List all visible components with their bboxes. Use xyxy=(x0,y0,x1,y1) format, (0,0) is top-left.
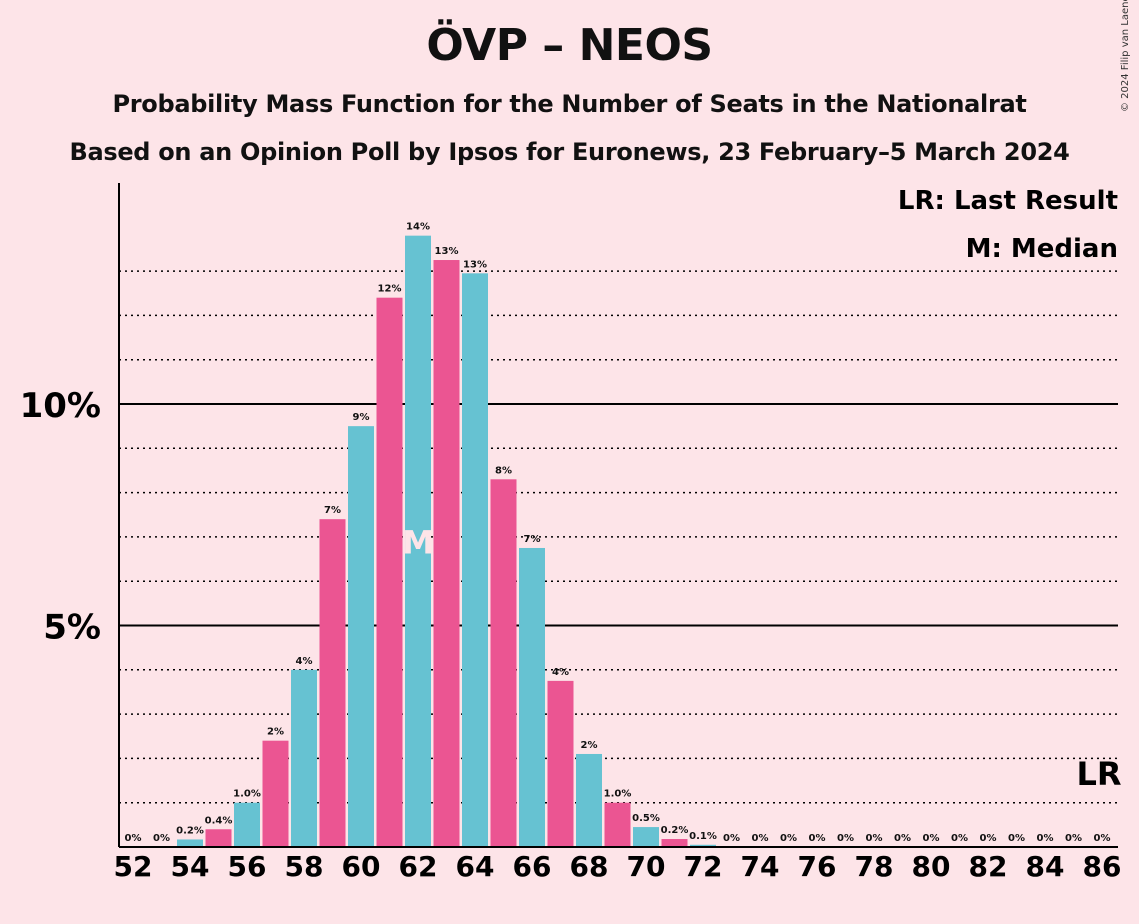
bar-72 xyxy=(690,844,716,847)
x-tick-54: 54 xyxy=(171,850,210,883)
data-label-55: 0.4% xyxy=(205,815,233,826)
data-label-84: 0% xyxy=(1037,833,1054,844)
median-marker: M xyxy=(402,523,434,561)
x-tick-70: 70 xyxy=(627,850,666,883)
data-label-72: 0.1% xyxy=(689,831,717,842)
bar-58 xyxy=(291,669,317,847)
data-label-75: 0% xyxy=(780,833,797,844)
data-label-56: 1.0% xyxy=(233,789,261,800)
x-tick-labels: 52 54 56 58 60 62 64 66 68 70 72 74 76 78 80 82 84 86 xyxy=(114,850,1122,883)
data-label-86: 0% xyxy=(1094,833,1111,844)
data-label-67: 4% xyxy=(552,667,569,678)
y-tick-10: 10% xyxy=(20,386,101,426)
bar-60 xyxy=(348,426,374,847)
x-tick-76: 76 xyxy=(798,850,837,883)
x-tick-86: 86 xyxy=(1083,850,1122,883)
data-label-65: 8% xyxy=(495,465,512,476)
chart-subtitle: Probability Mass Function for the Number… xyxy=(112,90,1027,118)
x-tick-60: 60 xyxy=(342,850,381,883)
y-tick-labels: 5% 10% xyxy=(20,386,101,648)
data-label-57: 2% xyxy=(267,727,284,738)
bar-56 xyxy=(234,802,260,847)
data-label-85: 0% xyxy=(1065,833,1082,844)
bars xyxy=(177,235,716,847)
y-tick-5: 5% xyxy=(43,608,101,648)
data-label-76: 0% xyxy=(809,833,826,844)
data-label-69: 1.0% xyxy=(604,789,632,800)
bar-65 xyxy=(490,479,517,847)
data-label-83: 0% xyxy=(1008,833,1025,844)
data-label-70: 0.5% xyxy=(632,813,660,824)
data-label-66: 7% xyxy=(524,534,541,545)
bar-54 xyxy=(177,839,203,847)
bar-57 xyxy=(262,740,289,847)
x-tick-84: 84 xyxy=(1026,850,1065,883)
data-label-64: 13% xyxy=(463,259,487,270)
data-label-78: 0% xyxy=(866,833,883,844)
data-labels: 0% 0%0.2%0.4%1.0%2%4%7%9%12%14%13%13%8%7%… xyxy=(125,222,1111,844)
data-label-77: 0% xyxy=(837,833,854,844)
data-label-71: 0.2% xyxy=(661,825,689,836)
data-label-82: 0% xyxy=(980,833,997,844)
data-label-58: 4% xyxy=(296,656,313,667)
grid-lines xyxy=(119,270,1118,804)
x-tick-78: 78 xyxy=(855,850,894,883)
data-label-52: 0% xyxy=(125,833,142,844)
bar-64 xyxy=(462,273,488,847)
bar-59 xyxy=(319,519,346,847)
x-tick-64: 64 xyxy=(456,850,495,883)
x-tick-56: 56 xyxy=(228,850,267,883)
data-label-62: 14% xyxy=(406,222,430,233)
x-tick-68: 68 xyxy=(570,850,609,883)
x-tick-82: 82 xyxy=(969,850,1008,883)
bar-66 xyxy=(519,547,545,847)
chart-title: ÖVP – NEOS xyxy=(426,20,713,71)
bar-71 xyxy=(661,839,688,847)
data-label-60: 9% xyxy=(353,412,370,423)
bar-68 xyxy=(576,753,602,847)
data-label-68: 2% xyxy=(581,740,598,751)
bar-63 xyxy=(433,260,460,847)
x-tick-74: 74 xyxy=(741,850,780,883)
x-tick-58: 58 xyxy=(285,850,324,883)
x-tick-62: 62 xyxy=(399,850,438,883)
legend-median: M: Median xyxy=(966,234,1118,264)
last-result-marker: LR xyxy=(1076,755,1121,793)
bar-62 xyxy=(405,235,431,847)
legend-last-result: LR: Last Result xyxy=(898,186,1118,216)
data-label-53: 0% xyxy=(153,833,170,844)
data-label-59: 7% xyxy=(324,505,341,516)
data-label-74: 0% xyxy=(752,833,769,844)
bar-61 xyxy=(376,297,403,847)
chart-source: Based on an Opinion Poll by Ipsos for Eu… xyxy=(69,138,1070,166)
bar-69 xyxy=(604,802,631,847)
data-label-79: 0% xyxy=(894,833,911,844)
bar-70 xyxy=(633,827,659,847)
bar-55 xyxy=(205,829,232,847)
x-tick-66: 66 xyxy=(513,850,552,883)
data-label-81: 0% xyxy=(951,833,968,844)
data-label-61: 12% xyxy=(378,284,402,295)
bar-67 xyxy=(547,680,574,847)
x-tick-80: 80 xyxy=(912,850,951,883)
x-tick-52: 52 xyxy=(114,850,153,883)
x-tick-72: 72 xyxy=(684,850,723,883)
data-label-80: 0% xyxy=(923,833,940,844)
data-label-63: 13% xyxy=(435,246,459,257)
data-label-73: 0% xyxy=(723,833,740,844)
data-label-54: 0.2% xyxy=(176,825,204,836)
